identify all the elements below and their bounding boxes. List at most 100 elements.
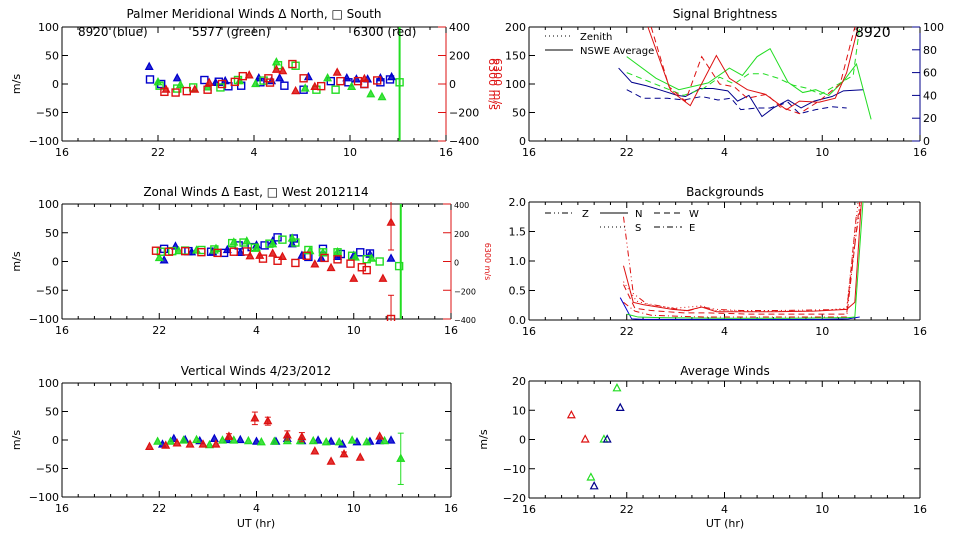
right-y-tick-label: −400 [454, 316, 476, 325]
x-tick-label: 16 [55, 502, 69, 515]
x-tick-label: 16 [913, 503, 927, 516]
data-point-triangle [282, 430, 292, 439]
y-tick-label: 1.5 [509, 226, 527, 239]
data-point-triangle [251, 436, 262, 445]
data-point-triangle [263, 415, 273, 425]
data-point-square [291, 238, 300, 247]
data-point-square [346, 259, 355, 268]
zonal-marks [151, 202, 404, 321]
right-y-tick-label: 0 [923, 135, 930, 148]
data-point-triangle [566, 409, 576, 419]
data-point-triangle [275, 73, 285, 82]
vertical-plot: 16 22 4 10 16 100 50 0 −50 −100 m/s [10, 377, 458, 515]
right-y-tick-label: 200 [454, 230, 469, 239]
data-point-triangle [355, 452, 365, 461]
y-tick-label: −50 [36, 107, 59, 120]
backgrounds-plot: 16 22 4 10 16 2.0 1.5 1.0 0.5 0.0 [509, 196, 928, 338]
data-point-square [264, 74, 273, 83]
right-y-tick-label: −200 [449, 107, 479, 120]
data-point-triangle [229, 435, 239, 444]
x-tick-label: 16 [522, 325, 536, 338]
y-tick-label: −50 [36, 463, 59, 476]
data-point-square [320, 253, 329, 263]
data-point-triangle [333, 247, 343, 256]
x-tick-label: 22 [152, 502, 166, 515]
data-point-triangle [185, 439, 195, 448]
y-axis-label: m/s [10, 430, 23, 450]
x-tick-label: 10 [815, 325, 829, 338]
data-point-square [260, 241, 269, 250]
data-point-triangle [224, 431, 234, 440]
x-tick-label: 22 [151, 146, 165, 159]
data-point-square [227, 238, 237, 248]
data-point-square [356, 248, 365, 257]
data-point-triangle [192, 245, 202, 254]
data-point-square [250, 243, 260, 252]
y-tick-label: 50 [45, 50, 59, 63]
data-point-triangle [339, 448, 349, 458]
data-point-triangle [323, 73, 333, 82]
data-point-square [239, 238, 248, 247]
data-point-triangle [166, 436, 176, 445]
x-tick-label: 4 [253, 502, 260, 515]
x-tick-label: 4 [721, 503, 728, 516]
data-point-square [299, 74, 308, 83]
x-tick-label: 16 [522, 146, 536, 159]
data-point-square [258, 254, 268, 263]
y-tick-label: 100 [505, 78, 526, 91]
data-point-triangle [190, 84, 200, 93]
y-tick-label: 1.0 [509, 255, 527, 268]
x-tick-label: 16 [55, 324, 69, 337]
x-tick-label: 16 [444, 502, 458, 515]
data-point-triangle [332, 67, 342, 76]
right-y-tick-label: 200 [449, 50, 470, 63]
data-point-square [230, 77, 240, 87]
right-y-axis-label: 6300 m/s [483, 243, 492, 281]
data-point-triangle [612, 383, 622, 392]
data-point-square [145, 75, 155, 84]
data-point-triangle [209, 433, 219, 442]
data-point-square [197, 247, 206, 257]
x-tick-label: 16 [444, 324, 458, 337]
data-point-triangle [251, 78, 261, 88]
y-tick-label: 100 [38, 198, 59, 211]
x-tick-label: 16 [55, 146, 69, 159]
series-line [623, 201, 861, 318]
right-y-tick-label: 0 [454, 259, 459, 268]
series-line [619, 297, 860, 320]
x-tick-label: 22 [152, 324, 166, 337]
data-point-square [333, 255, 342, 264]
data-point-square [385, 75, 395, 84]
data-point-square [362, 265, 371, 275]
data-point-triangle [250, 413, 260, 422]
meridional-marks [144, 27, 404, 141]
data-point-square [238, 71, 248, 81]
y-tick-label: −20 [503, 492, 526, 505]
data-point-triangle [310, 259, 320, 268]
y-tick-label: 0 [519, 434, 526, 447]
data-point-square [242, 247, 251, 256]
data-point-triangle [326, 262, 336, 272]
x-tick-label: 4 [251, 146, 258, 159]
data-point-triangle [586, 472, 596, 481]
y-tick-label: 0.5 [509, 285, 527, 298]
y-tick-label: −100 [29, 491, 59, 504]
y-tick-label: 0 [519, 135, 526, 148]
series-line [618, 67, 864, 118]
data-point-square [151, 246, 161, 255]
data-point-square [373, 76, 382, 85]
data-point-square [180, 246, 190, 256]
data-point-square [265, 78, 275, 87]
data-point-square [164, 247, 174, 256]
y-tick-label: −50 [36, 284, 59, 297]
x-tick-label: 4 [721, 325, 728, 338]
data-point-triangle [310, 81, 320, 90]
x-tick-label: 10 [343, 146, 357, 159]
series-line [626, 201, 864, 319]
y-tick-label: 100 [38, 377, 59, 390]
right-y-tick-label: −200 [454, 287, 476, 296]
data-point-triangle [204, 439, 215, 449]
y-tick-label: 100 [38, 21, 59, 34]
